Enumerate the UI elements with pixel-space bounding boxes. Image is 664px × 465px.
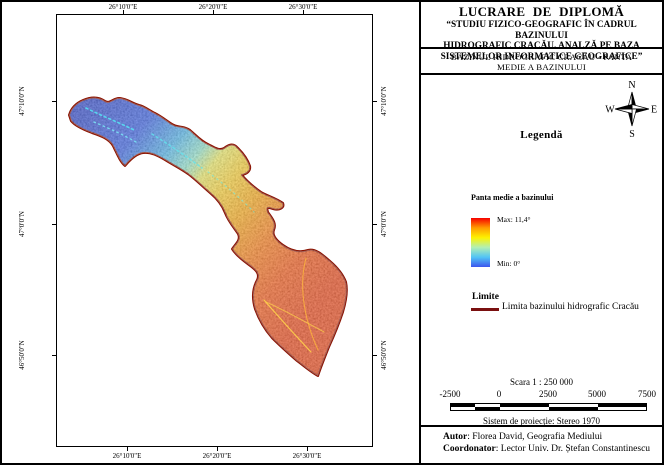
graticule-tick — [52, 224, 56, 225]
scale-tick-label: 2500 — [539, 389, 557, 399]
scale-tick-label: -2500 — [439, 389, 461, 399]
thesis-subtitle-line: “STUDIU FIZICO-GEOGRAFIC ÎN CADRUL BAZIN… — [446, 20, 637, 41]
map-title-block: BAZINUL HIDROGRAFIC CRACĂU - PANTA MEDIE… — [421, 49, 662, 75]
legend-heading: Legendă — [520, 129, 563, 141]
latitude-label: 47°0'0"N — [18, 211, 26, 237]
scale-bar — [450, 403, 647, 411]
scale-title: Scara 1 : 250 000 — [510, 377, 573, 387]
legend-limits-heading: Limite — [472, 292, 499, 302]
graticule-tick — [303, 10, 304, 14]
legend-raster-layer-label: Panta medie a bazinului — [471, 193, 554, 202]
compass-n-label: N — [628, 80, 635, 91]
latitude-label: 47°10'0"N — [380, 86, 388, 116]
graticule-tick — [373, 101, 377, 102]
graticule-tick — [307, 447, 308, 451]
latitude-label: 46°50'0"N — [18, 340, 26, 370]
author-label: Autor — [443, 432, 468, 442]
graticule-tick — [127, 447, 128, 451]
legend-color-ramp — [471, 218, 490, 267]
coordinator-line: Coordonator: Lector Univ. Dr. Ștefan Con… — [443, 444, 658, 456]
scale-tick-label: 0 — [496, 389, 502, 399]
graticule-tick — [373, 224, 377, 225]
map-panel: 26°10'0"E 26°20'0"E 26°30'0"E 26°10'0"E … — [2, 2, 419, 463]
compass-w-label: W — [605, 105, 615, 116]
legend-min-label: Min: 0° — [497, 259, 521, 268]
latitude-label: 47°0'0"N — [380, 211, 388, 237]
longitude-label: 26°20'0"E — [202, 452, 232, 460]
compass-rose-icon: N S E W — [605, 80, 657, 138]
map-title-line: MEDIE A BAZINULUI — [497, 62, 586, 72]
compass-s-label: S — [629, 129, 635, 138]
graticule-tick — [52, 355, 56, 356]
graticule-tick — [52, 101, 56, 102]
longitude-label: 26°30'0"E — [288, 3, 318, 11]
map-title-line: BAZINUL HIDROGRAFIC CRACĂU - PANTA — [450, 52, 633, 62]
longitude-label: 26°20'0"E — [198, 3, 228, 11]
graticule-tick — [123, 10, 124, 14]
projection-label: Sistem de proiecție: Stereo 1970 — [483, 416, 600, 426]
longitude-label: 26°10'0"E — [112, 452, 142, 460]
scale-tick-label: 7500 — [638, 389, 656, 399]
thesis-subtitle-line: SISTEMELOR INFORMATICE GEOGRAFICE” — [440, 51, 643, 62]
author-line: Autor: Florea David, Geografia Mediului — [443, 432, 658, 444]
compass-e-label: E — [651, 105, 657, 116]
graticule-tick — [373, 355, 377, 356]
thesis-subtitle-line: HIDROGRAFIC CRACĂU. ANALZĂ PE BAZA — [443, 41, 640, 51]
scale-tick-label: 5000 — [588, 389, 606, 399]
map-frame — [56, 14, 373, 447]
coordinator-value: : Lector Univ. Dr. Ștefan Constantinescu — [495, 443, 651, 454]
legend-panel: N S E W Legendă Panta medie a bazinului … — [421, 75, 662, 427]
legend-max-label: Max: 11,4° — [497, 215, 531, 224]
graticule-tick — [213, 10, 214, 14]
latitude-label: 47°10'0"N — [18, 86, 26, 116]
basin-limit-label: Limita bazinului hidrografic Cracău — [502, 302, 639, 312]
longitude-label: 26°30'0"E — [292, 452, 322, 460]
layout-sidebar: LUCRARE DE DIPLOMĂ “STUDIU FIZICO-GEOGRA… — [419, 2, 662, 463]
basin-limit-symbol — [471, 308, 499, 311]
title-block: LUCRARE DE DIPLOMĂ “STUDIU FIZICO-GEOGRA… — [421, 2, 662, 62]
author-value: : Florea David, Geografia Mediului — [467, 432, 603, 442]
graticule-tick — [217, 447, 218, 451]
coordinator-label: Coordonator — [443, 443, 496, 454]
credits-block: Autor: Florea David, Geografia Mediului … — [421, 427, 662, 455]
longitude-label: 26°10'0"E — [108, 3, 138, 11]
document-title: LUCRARE DE DIPLOMĂ — [458, 4, 625, 19]
latitude-label: 46°50'0"N — [380, 340, 388, 370]
